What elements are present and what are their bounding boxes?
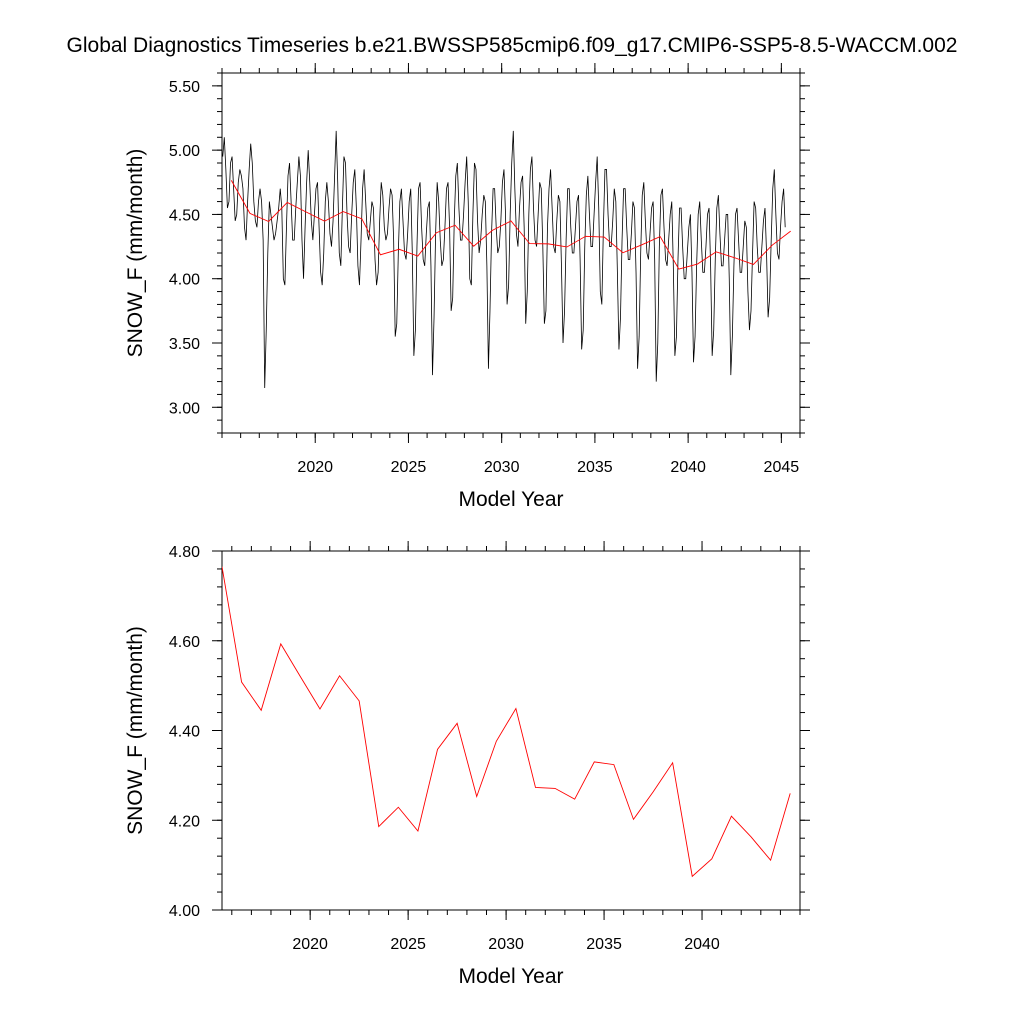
series-annual-line [230, 180, 791, 270]
x-tick-label: 2025 [390, 936, 426, 953]
x-tick-label: 2040 [684, 936, 720, 953]
x-tick-label: 2030 [484, 459, 520, 476]
top-timeseries-plot: 2020 2025 2030 2035 2040 2045 3.00 3.50 4.00 4.50… [124, 63, 810, 511]
y-axis-title: SNOW_F (mm/month) [124, 626, 147, 835]
bottom-annual-plot: 2020 2025 2030 2035 2040 4.00 4.20 4.40 4.60 4.80… [124, 541, 810, 988]
y-tick-label: 4.20 [169, 813, 200, 830]
x-axis-title: Model Year [458, 488, 563, 511]
x-tick-label: 2035 [586, 936, 622, 953]
x-tick-label: 2040 [670, 459, 706, 476]
x-tick-label: 2030 [488, 936, 524, 953]
y-tick-label: 4.60 [169, 634, 200, 651]
y-tick-label: 5.50 [169, 79, 200, 96]
x-tick-label: 2025 [391, 459, 427, 476]
y-tick-label: 4.80 [169, 544, 200, 561]
y-tick-label: 3.50 [169, 336, 200, 353]
plot-frame [221, 72, 801, 434]
page-title: Global Diagnostics Timeseries b.e21.BWSS… [66, 34, 958, 57]
x-tick-label: 2020 [292, 936, 328, 953]
y-axis-title: SNOW_F (mm/month) [124, 149, 147, 358]
x-tick-label: 2045 [764, 459, 800, 476]
y-tick-label: 4.00 [169, 903, 200, 920]
y-tick-label: 4.40 [169, 724, 200, 741]
x-tick-label: 2035 [577, 459, 613, 476]
series-annual-line [222, 566, 791, 878]
x-axis-title: Model Year [458, 965, 563, 988]
series-monthly-line [222, 130, 786, 389]
y-tick-label: 4.50 [169, 207, 200, 224]
x-tick-label: 2020 [297, 459, 333, 476]
y-tick-label: 5.00 [169, 143, 200, 160]
y-tick-label: 3.00 [169, 400, 200, 417]
y-tick-label: 4.00 [169, 272, 200, 289]
